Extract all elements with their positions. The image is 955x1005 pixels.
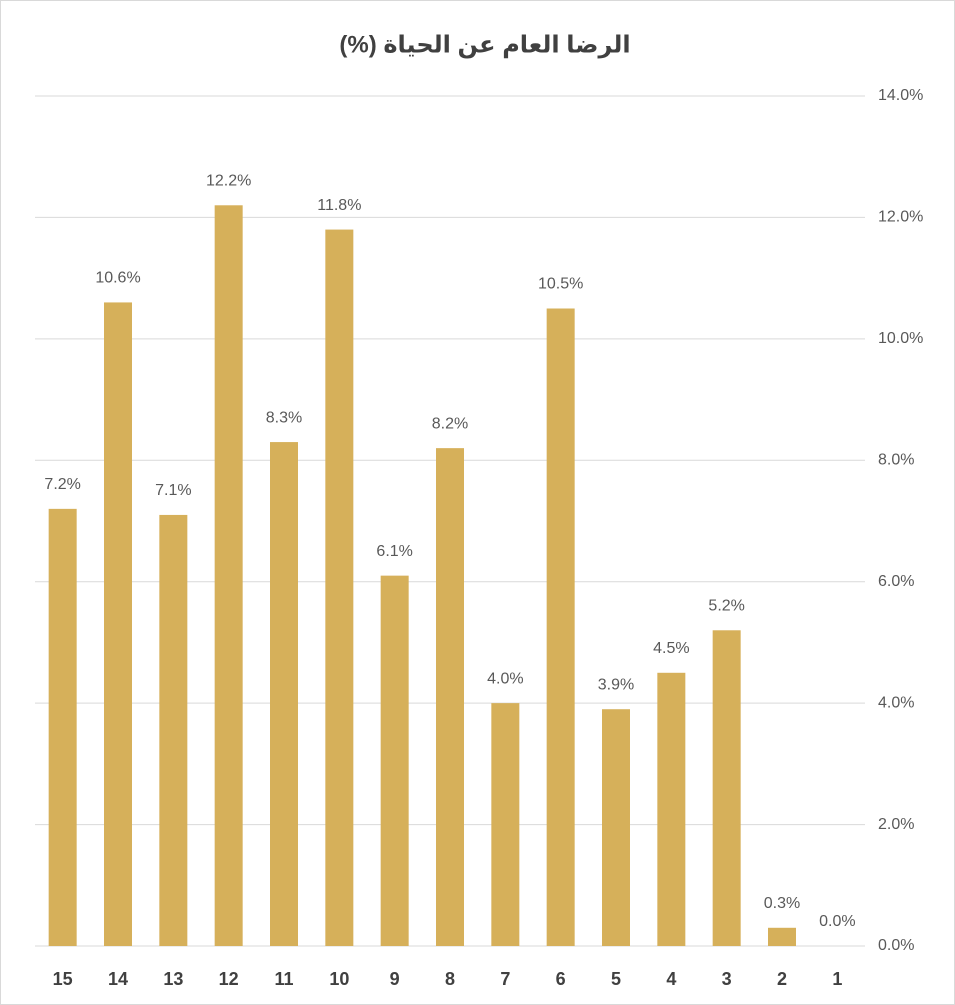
bar: [48, 508, 77, 946]
x-tick-label: 3: [722, 969, 732, 989]
bar: [491, 703, 520, 946]
value-label: 4.5%: [653, 640, 689, 657]
bar: [602, 709, 630, 946]
bar: [380, 575, 409, 946]
y-tick-label: 10.0%: [878, 330, 923, 347]
bar: [214, 205, 243, 947]
y-tick-label: 12.0%: [878, 209, 923, 226]
value-label: 11.8%: [317, 197, 361, 214]
value-label: 7.1%: [155, 482, 191, 499]
bar: [325, 229, 354, 947]
bar: [270, 442, 298, 946]
value-label: 10.6%: [95, 270, 140, 287]
x-tick-label: 12: [219, 969, 239, 989]
bar: [436, 448, 464, 946]
x-tick-label: 13: [163, 969, 183, 989]
x-tick-label: 11: [274, 969, 293, 989]
x-tick-label: 5: [611, 969, 621, 989]
x-tick-label: 1: [832, 969, 842, 989]
bar: [768, 927, 796, 946]
x-tick-label: 6: [556, 969, 566, 989]
x-tick-label: 7: [500, 969, 510, 989]
chart-title: الرضا العام عن الحياة (%): [339, 31, 630, 58]
value-label: 0.3%: [764, 895, 800, 912]
bar: [159, 514, 188, 946]
value-label: 0.0%: [819, 913, 855, 930]
value-label: 3.9%: [598, 676, 634, 693]
value-label: 10.5%: [538, 276, 583, 293]
y-tick-label: 2.0%: [878, 816, 914, 833]
value-label: 8.2%: [432, 415, 468, 432]
x-tick-label: 14: [108, 969, 128, 989]
x-tick-label: 4: [666, 969, 676, 989]
y-tick-label: 0.0%: [878, 937, 914, 954]
value-label: 4.0%: [487, 670, 523, 687]
y-tick-label: 4.0%: [878, 694, 914, 711]
y-tick-label: 8.0%: [878, 452, 914, 469]
value-label: 8.3%: [266, 409, 302, 426]
y-tick-label: 14.0%: [878, 87, 923, 104]
bar: [104, 302, 132, 946]
value-label: 5.2%: [708, 598, 744, 615]
bar: [546, 308, 575, 946]
x-tick-label: 10: [329, 969, 349, 989]
value-label: 12.2%: [206, 173, 251, 190]
bar: [712, 630, 741, 946]
x-tick-label: 2: [777, 969, 787, 989]
bar: [657, 672, 686, 946]
x-tick-label: 15: [53, 969, 73, 989]
x-tick-label: 8: [445, 969, 455, 989]
x-tick-label: 9: [390, 969, 400, 989]
value-label: 6.1%: [376, 543, 412, 560]
y-tick-label: 6.0%: [878, 573, 914, 590]
value-label: 7.2%: [44, 476, 80, 493]
